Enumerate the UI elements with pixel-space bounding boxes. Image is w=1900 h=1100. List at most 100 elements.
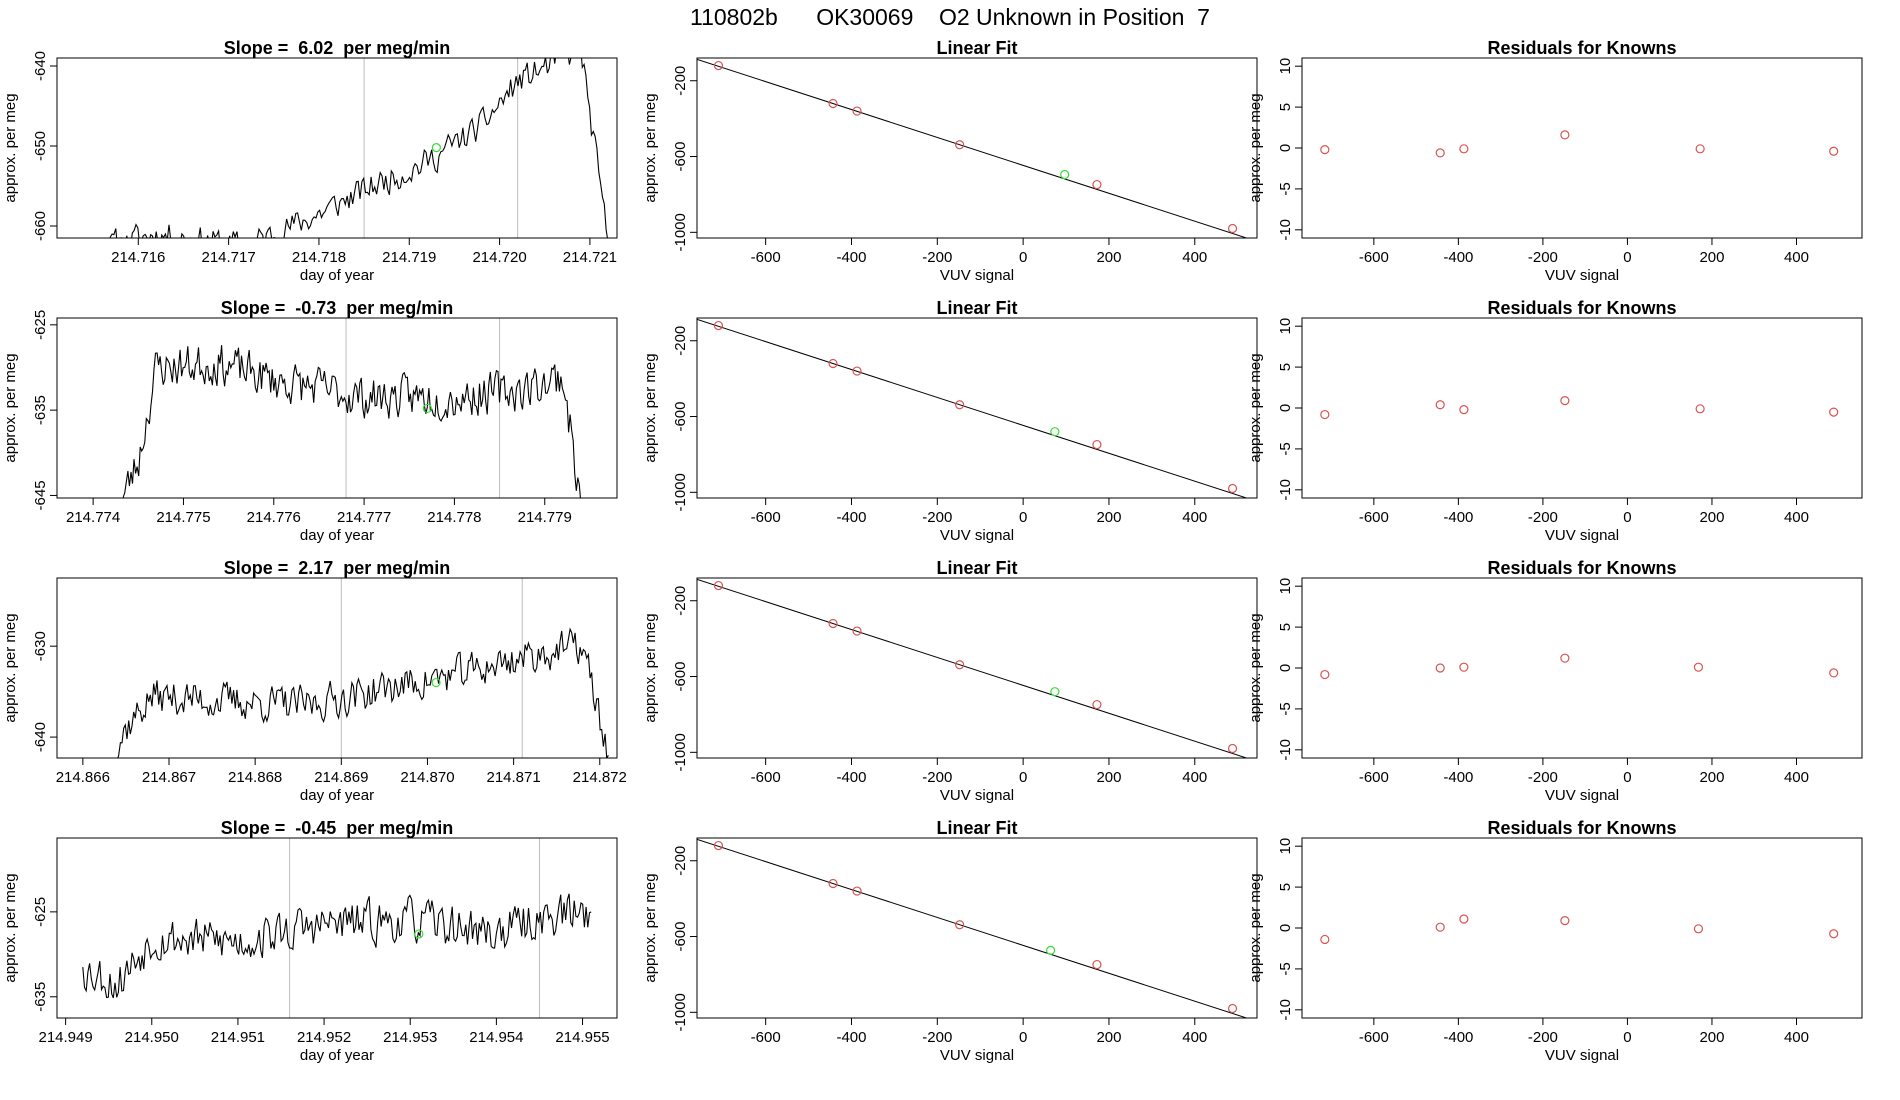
- x-tick-label: -400: [836, 769, 866, 786]
- known-point: [1227, 223, 1238, 234]
- panel-resid-row0: Residuals for Knowns -600 -400 -200 0 200 400 -…: [1247, 38, 1863, 284]
- y-tick-label: -640: [32, 722, 49, 752]
- y-axis-label: approx. per meg: [1247, 873, 1264, 982]
- plot-frame: [1301, 837, 1863, 1019]
- y-tick-label: -635: [32, 982, 49, 1012]
- x-tick-label: -200: [1528, 249, 1558, 266]
- plot-frame: [56, 577, 618, 759]
- signal-trace: [122, 345, 581, 498]
- signal-trace: [82, 893, 592, 999]
- x-axis-label: VUV signal: [1545, 1047, 1619, 1064]
- plot-frame: [696, 317, 1258, 499]
- plot-frame: [1301, 57, 1863, 239]
- known-point: [1459, 914, 1469, 924]
- x-tick-label: 214.774: [66, 509, 120, 526]
- panel-fit-row1: Linear Fit -600 -400 -200 0 200 400 -1000 -600 -2…: [642, 298, 1258, 544]
- x-tick-label: -600: [751, 249, 781, 266]
- panel-title: Slope = -0.73 per meg/min: [221, 298, 454, 318]
- x-tick-label: 214.867: [142, 769, 196, 786]
- plot-frame: [1301, 577, 1863, 759]
- y-tick-label: -1000: [672, 213, 689, 251]
- x-tick-label: 200: [1699, 769, 1724, 786]
- known-point: [852, 886, 862, 896]
- known-point: [1435, 663, 1445, 673]
- y-tick-label: 10: [1277, 58, 1294, 75]
- x-tick-label: 200: [1699, 1029, 1724, 1046]
- y-tick-label: -5: [1277, 182, 1294, 195]
- known-point: [1227, 743, 1238, 754]
- x-tick-label: -200: [922, 1029, 952, 1046]
- y-tick-label: -630: [32, 631, 49, 661]
- known-point: [1092, 959, 1102, 970]
- x-tick-label: 214.871: [486, 769, 540, 786]
- known-point: [852, 106, 862, 116]
- known-point: [1092, 439, 1102, 450]
- y-tick-label: 10: [1277, 838, 1294, 855]
- y-tick-label: -10: [1277, 219, 1294, 241]
- plot-area: [697, 318, 1249, 498]
- x-tick-label: -400: [1443, 1029, 1473, 1046]
- known-point: [1695, 404, 1705, 414]
- x-tick-label: 214.718: [292, 249, 346, 266]
- panel-title: Linear Fit: [936, 38, 1017, 58]
- y-tick-label: -200: [672, 326, 689, 356]
- x-axis-label: VUV signal: [1545, 787, 1619, 804]
- plot-frame: [696, 57, 1258, 239]
- x-tick-label: 214.950: [125, 1029, 179, 1046]
- x-tick-label: 214.872: [573, 769, 627, 786]
- x-tick-label: 400: [1784, 769, 1809, 786]
- panel-resid-row2: Residuals for Knowns -600 -400 -200 0 200 400 -…: [1247, 558, 1863, 804]
- y-axis-label: approx. per meg: [1247, 613, 1264, 722]
- y-tick-label: 5: [1277, 103, 1294, 111]
- plot-area: [1320, 396, 1839, 420]
- x-tick-label: 200: [1096, 509, 1121, 526]
- known-point: [1693, 662, 1704, 672]
- y-tick-label: -645: [32, 480, 49, 510]
- x-tick-label: -200: [1528, 1029, 1558, 1046]
- x-tick-label: 214.866: [56, 769, 110, 786]
- unknown-point: [431, 677, 441, 688]
- known-point: [713, 840, 724, 851]
- y-tick-label: -1000: [672, 473, 689, 511]
- y-axis-label: approx. per meg: [642, 353, 659, 462]
- known-point: [1227, 483, 1238, 494]
- x-tick-label: -600: [751, 769, 781, 786]
- panel-fit-row0: Linear Fit -600 -400 -200 0 200 400 -1000 -600 -2…: [642, 38, 1258, 284]
- x-tick-label: 214.955: [555, 1029, 609, 1046]
- x-tick-label: 0: [1623, 509, 1631, 526]
- known-point: [852, 626, 862, 636]
- y-tick-label: 10: [1277, 318, 1294, 335]
- y-tick-label: -10: [1277, 739, 1294, 761]
- x-tick-label: 214.720: [472, 249, 526, 266]
- known-point: [852, 366, 862, 376]
- x-axis-label: VUV signal: [1545, 527, 1619, 544]
- y-tick-label: 0: [1277, 404, 1294, 412]
- known-point: [828, 618, 838, 629]
- x-tick-label: 400: [1784, 509, 1809, 526]
- x-tick-label: 214.778: [427, 509, 481, 526]
- x-tick-label: -200: [922, 769, 952, 786]
- x-axis-label: day of year: [300, 1047, 374, 1064]
- known-point: [955, 660, 965, 670]
- plot-area: [1320, 130, 1839, 158]
- x-axis-label: day of year: [300, 527, 374, 544]
- page-title: 110802b OK30069 O2 Unknown in Position 7: [690, 4, 1210, 30]
- plot-area: [697, 58, 1249, 238]
- x-axis-label: VUV signal: [1545, 267, 1619, 284]
- y-tick-label: -640: [32, 51, 49, 81]
- plot-frame: [696, 577, 1258, 759]
- plot-frame: [1301, 317, 1863, 499]
- plot-frame: [56, 57, 618, 239]
- plot-area: [697, 578, 1249, 758]
- known-point: [1459, 662, 1469, 672]
- y-axis-label: approx. per meg: [642, 873, 659, 982]
- known-point: [1829, 146, 1839, 156]
- x-tick-label: -400: [1443, 509, 1473, 526]
- x-tick-label: -600: [1359, 769, 1389, 786]
- plot-area: [82, 838, 592, 1018]
- y-axis-label: approx. per meg: [2, 93, 19, 202]
- known-point: [713, 60, 724, 71]
- known-point: [1320, 145, 1330, 155]
- plot-frame: [696, 837, 1258, 1019]
- y-tick-label: -600: [672, 402, 689, 432]
